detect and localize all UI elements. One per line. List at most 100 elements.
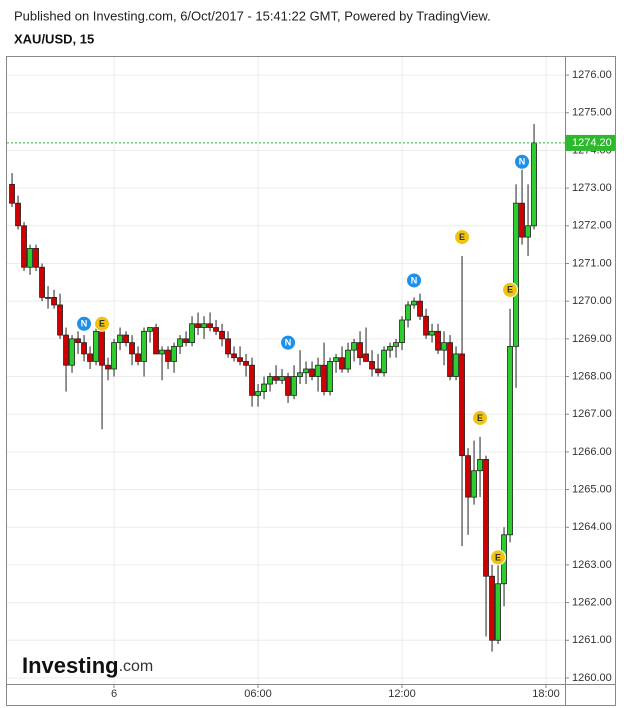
event-marker	[454, 229, 471, 246]
symbol: XAU/USD, 15	[14, 31, 94, 46]
candle-body	[255, 391, 261, 396]
candle-body	[327, 361, 333, 393]
candle-body	[345, 349, 351, 370]
candle-body	[267, 376, 273, 385]
y-tick-label: 1267.00	[572, 408, 612, 420]
y-tick-label: 1270.00	[572, 295, 612, 307]
candle-body	[399, 319, 405, 344]
candle-body	[369, 361, 375, 370]
candle-body	[39, 266, 45, 298]
y-tick-label: 1264.00	[572, 521, 612, 533]
candle-body	[51, 297, 57, 306]
candle-body	[363, 353, 369, 362]
candle-body	[69, 338, 75, 366]
event-label: E	[495, 552, 501, 562]
candle-body	[489, 575, 495, 641]
candle-body	[171, 345, 177, 362]
candle-body	[261, 383, 267, 393]
event-label: E	[507, 285, 513, 295]
event-label: E	[477, 413, 483, 423]
event-marker	[472, 409, 489, 426]
candle-body	[411, 300, 417, 306]
candle-body	[339, 357, 345, 370]
candle-body	[123, 334, 129, 344]
logo-brand: Investing	[22, 653, 119, 678]
event-label: E	[99, 319, 105, 329]
candle-body	[309, 368, 315, 377]
candle-body	[447, 342, 453, 377]
event-marker	[76, 315, 93, 332]
event-marker	[280, 334, 297, 351]
candle-body	[453, 353, 459, 377]
event-label: N	[519, 157, 526, 167]
candle-body	[15, 202, 21, 227]
candle-body	[279, 376, 285, 381]
candle-body	[243, 361, 249, 366]
candle-body	[57, 304, 63, 336]
candle-body	[297, 372, 303, 377]
candle-body	[183, 338, 189, 344]
candle-body	[387, 345, 393, 351]
y-tick-label: 1275.00	[572, 107, 612, 119]
candle-body	[201, 323, 207, 328]
candle-body	[393, 342, 399, 347]
event-marker	[94, 315, 111, 332]
y-tick-label: 1268.00	[572, 370, 612, 382]
candle-body	[249, 364, 255, 396]
candle-body	[213, 327, 219, 332]
y-tick-label: 1262.00	[572, 597, 612, 609]
candle-body	[153, 327, 159, 355]
candle-body	[477, 459, 483, 472]
candle-body	[375, 368, 381, 374]
y-tick-label: 1272.00	[572, 220, 612, 232]
event-marker	[514, 153, 531, 170]
event-label: E	[459, 232, 465, 242]
last-price-label: 1274.20	[572, 137, 612, 149]
candle-body	[33, 248, 39, 268]
candle-body	[75, 338, 81, 344]
y-tick-label: 1266.00	[572, 446, 612, 458]
candle-body	[135, 353, 141, 362]
x-tick-label: 18:00	[532, 688, 560, 700]
published-note: Published on Investing.com, 6/Oct/2017 -…	[14, 8, 491, 23]
event-label: N	[81, 319, 88, 329]
candle-body	[129, 342, 135, 355]
candle-body	[405, 304, 411, 321]
y-tick-label: 1271.00	[572, 257, 612, 269]
y-tick-label: 1276.00	[572, 69, 612, 81]
candle-body	[141, 330, 147, 362]
candle-body	[285, 376, 291, 396]
candle-body	[507, 345, 513, 536]
candle-body	[237, 357, 243, 362]
candle-body	[231, 353, 237, 359]
event-marker	[406, 272, 423, 289]
candle-body	[93, 330, 99, 362]
x-tick-label: 06:00	[244, 688, 272, 700]
y-tick-label: 1269.00	[572, 333, 612, 345]
candle-body	[207, 323, 213, 328]
y-tick-label: 1273.00	[572, 182, 612, 194]
candle-body	[9, 183, 15, 204]
candle-body	[513, 202, 519, 347]
y-tick-label: 1265.00	[572, 483, 612, 495]
event-label: N	[285, 337, 292, 347]
candle-body	[357, 342, 363, 359]
candle-body	[195, 323, 201, 328]
frame	[6, 56, 616, 706]
candle-body	[303, 368, 309, 374]
candle-body	[105, 364, 111, 370]
candle-body	[519, 202, 525, 238]
candle-body	[483, 459, 489, 577]
candle-body	[117, 334, 123, 344]
event-marker	[502, 281, 519, 298]
candle-body	[531, 142, 537, 227]
candle-body	[177, 338, 183, 347]
y-tick-label: 1260.00	[572, 672, 612, 684]
candle-body	[81, 342, 87, 355]
candle-body	[315, 364, 321, 377]
candle-body	[159, 349, 165, 355]
candle-body	[165, 349, 171, 362]
candle-body	[525, 225, 531, 238]
